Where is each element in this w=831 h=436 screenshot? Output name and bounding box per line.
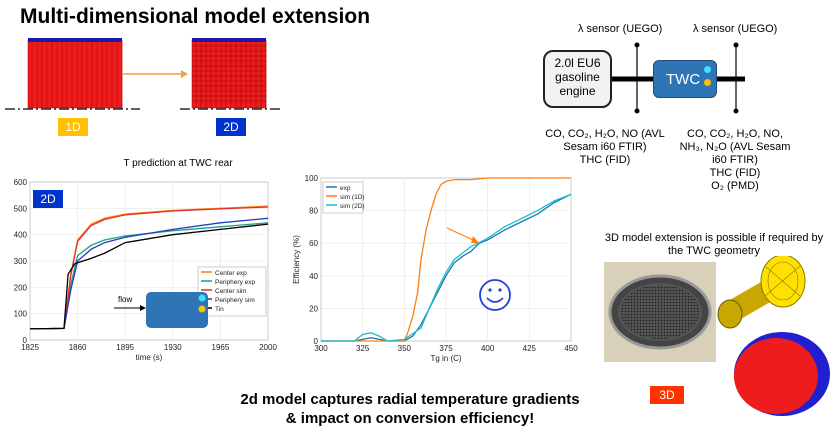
engine-line-3: engine (559, 84, 596, 98)
sensor-dot-icon (704, 66, 711, 73)
legend-entry: Center exp (215, 270, 247, 277)
sensor-left-label: λ sensor (UEGO) (578, 23, 663, 35)
left-species-line: CO, CO₂, H₂O, NO (AVL (545, 128, 665, 140)
flow-label: flow (118, 295, 132, 304)
y-tick-label: 40 (309, 272, 318, 281)
monolith-diagram (5, 38, 280, 110)
chart1-2d-tag: 2D (33, 190, 63, 208)
series-line-sim-2d- (321, 193, 572, 342)
series-line-sim-1d- (321, 177, 571, 342)
legend-entry: sim (1D) (340, 194, 365, 201)
efficiency-chart: 300 325 350 375 400 425 450 0 20 40 60 80 100 Tg in (… (292, 174, 578, 363)
y-tick-label: 0 (314, 337, 319, 346)
model3d-pictures (604, 256, 830, 416)
tag-2d: 2D (216, 118, 246, 136)
y-tick-label: 300 (14, 257, 28, 266)
legend-entry: sim (2D) (340, 203, 365, 210)
x-tick-label: 425 (523, 344, 537, 353)
y-tick-label: 0 (23, 336, 28, 345)
x-tick-label: 1895 (116, 343, 134, 352)
x-tick-label: 450 (564, 344, 578, 353)
engine-box: 2.0l EU6 gasoline engine (543, 50, 612, 108)
twc-icon (146, 292, 208, 328)
page-title: Multi-dimensional model extension (20, 5, 371, 28)
x-tick-label: 1860 (69, 343, 87, 352)
twc-3d-contour-model (734, 332, 830, 416)
tag-1d: 1D (58, 118, 88, 136)
x-tick-label: 350 (398, 344, 412, 353)
sensor-right-label: λ sensor (UEGO) (693, 23, 778, 35)
y-tick-label: 400 (14, 231, 28, 240)
arrow-head-icon (181, 70, 188, 78)
x-tick-label: 300 (314, 344, 328, 353)
sensor-dot-icon (704, 79, 711, 86)
legend-entry: Periphery sim (215, 297, 255, 304)
conclusion-line: 2d model captures radial temperature gra… (240, 391, 580, 408)
legend-entry: Center sim (215, 288, 246, 295)
y-tick-label: 100 (14, 310, 28, 319)
sensor-dot-icon (198, 294, 206, 302)
engine-line-2: gasoline (555, 70, 600, 84)
temperature-chart: 1825 1860 1895 1930 1965 2000 0 100 200 300 400 500… (14, 178, 278, 362)
twc-box: TWC (653, 60, 717, 98)
twc-label: TWC (666, 71, 701, 88)
x-axis-label: time (s) (136, 353, 163, 362)
x-tick-label: 400 (481, 344, 495, 353)
conclusion-text: 2d model captures radial temperature gra… (215, 390, 605, 428)
series-line-periphery-sim (29, 217, 269, 330)
y-tick-label: 20 (309, 304, 318, 313)
right-species-line: O₂ (PMD) (711, 180, 759, 192)
y-tick-label: 600 (14, 178, 28, 187)
legend-entry: exp (340, 185, 351, 192)
series-line-tin (29, 223, 269, 330)
y-tick-label: 80 (309, 207, 318, 216)
model3d-note: 3D model extension is possible if requir… (600, 232, 828, 258)
x-tick-label: 2000 (259, 343, 277, 352)
tag-3d: 3D (650, 386, 684, 404)
monolith-2d (191, 38, 267, 109)
x-tick-label: 375 (439, 344, 453, 353)
model3d-note-line: the TWC geometry (667, 245, 761, 257)
engine-line-1: 2.0l EU6 (554, 56, 601, 70)
y-axis-label: Efficiency (%) (292, 235, 301, 284)
right-species-line: i60 FTIR) (712, 154, 758, 166)
annotation-arrow (446, 227, 474, 241)
right-species-line: CO, CO₂, H₂O, NO, (687, 128, 783, 140)
left-species-line: THC (FID) (579, 154, 631, 166)
x-tick-label: 1965 (212, 343, 230, 352)
y-tick-label: 200 (14, 283, 28, 292)
twc-photo (604, 262, 716, 362)
conclusion-line: & impact on conversion efficiency! (285, 410, 535, 427)
twc-3d-mesh-model (717, 256, 806, 329)
smiley-icon (479, 279, 511, 311)
x-tick-label: 1825 (21, 343, 39, 352)
monolith-1d (27, 38, 123, 109)
legend-entry: Periphery exp (215, 279, 255, 286)
flow-arrow-head-icon (140, 305, 146, 311)
x-tick-label: 1930 (164, 343, 182, 352)
legend-entry: Tin (215, 306, 224, 313)
arrow-head-icon (471, 236, 479, 243)
right-species-list: CO, CO₂, H₂O, NO, NH₃, N₂O (AVL Sesam i6… (665, 128, 805, 193)
y-tick-label: 60 (309, 239, 318, 248)
sensor-dot-icon (198, 305, 206, 313)
left-species-line: Sesam i60 FTIR) (563, 141, 647, 153)
right-species-line: THC (FID) (709, 167, 761, 179)
y-tick-label: 100 (305, 174, 319, 183)
x-axis-label: Tg in (C) (430, 354, 461, 363)
left-species-list: CO, CO₂, H₂O, NO (AVL Sesam i60 FTIR) TH… (535, 128, 675, 167)
y-tick-label: 500 (14, 204, 28, 213)
model3d-note-line: 3D model extension is possible if requir… (604, 232, 824, 244)
chart1-title: T prediction at TWC rear (123, 158, 233, 169)
series-line-center-sim (29, 206, 269, 330)
x-tick-label: 325 (356, 344, 370, 353)
right-species-line: NH₃, N₂O (AVL Sesam (679, 141, 791, 153)
